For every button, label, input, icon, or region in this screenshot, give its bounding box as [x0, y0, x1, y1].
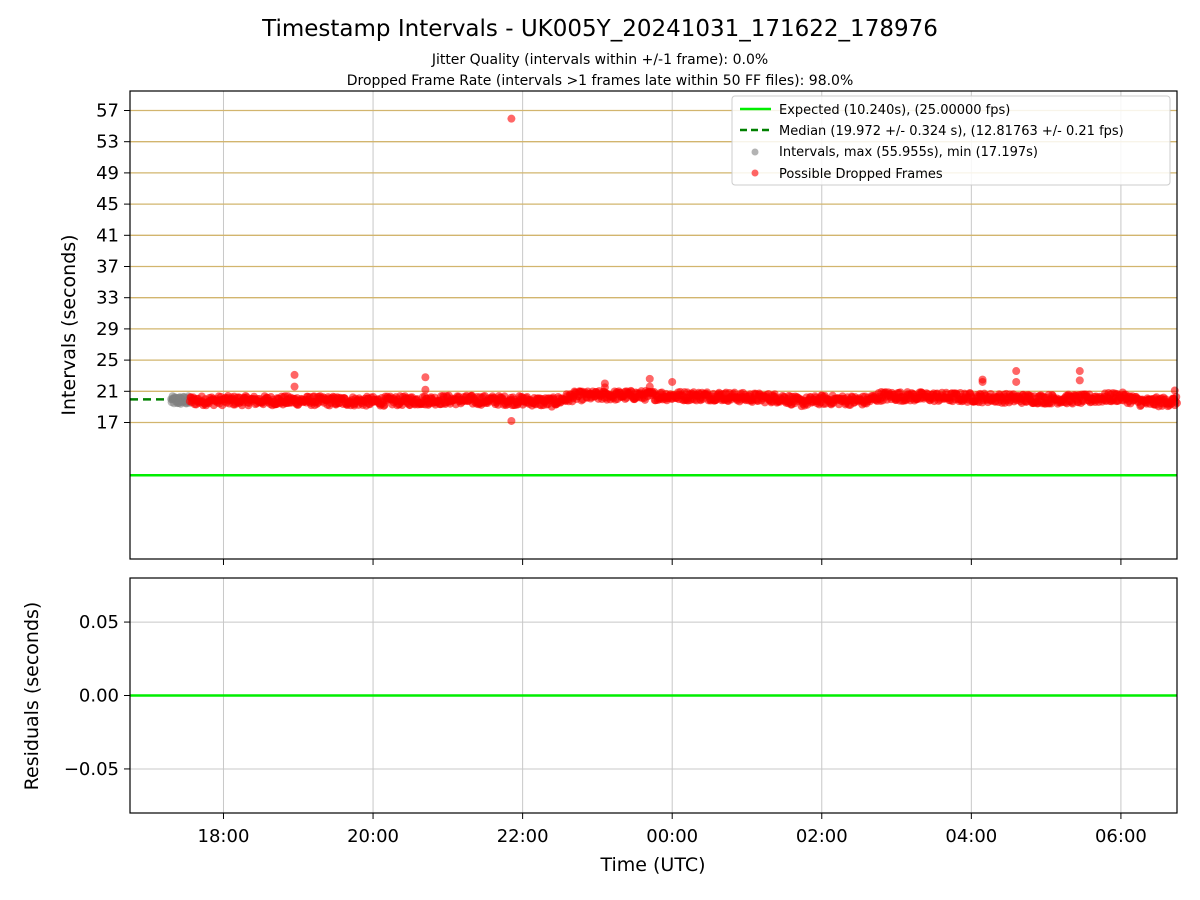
dropped-frame-outlier: [645, 382, 654, 391]
dropped-frame-outlier: [290, 382, 299, 391]
residuals-plot-panel: 18:00 20:00 22:00 00:00 02:00 04:00 06:00 0.05 0…: [21, 577, 1178, 876]
x-tick-label: 22:00: [497, 826, 549, 847]
dropped-frame-outlier: [1012, 377, 1021, 386]
dropped-frame-outlier: [978, 377, 987, 386]
dropped-frame-point: [1172, 392, 1181, 401]
y-tick-label: 17: [96, 413, 119, 434]
figure-subtitle-dropped: Dropped Frame Rate (intervals >1 frames …: [347, 73, 854, 89]
y-tick-label: 45: [96, 194, 119, 215]
x-axis-label: Time (UTC): [599, 854, 705, 876]
legend-median-label: Median (19.972 +/- 0.324 s), (12.81763 +…: [779, 124, 1124, 139]
chart-legend: Expected (10.240s), (25.00000 fps) Media…: [731, 95, 1171, 186]
dropped-frame-outlier: [507, 114, 516, 123]
y-tick-label: −0.05: [64, 759, 119, 780]
dropped-frame-outlier: [600, 383, 609, 392]
legend-intervals-marker: [751, 148, 759, 156]
y-tick-label: 57: [96, 101, 119, 122]
residuals-axis-ticks: 18:00 20:00 22:00 00:00 02:00 04:00 06:00 0.05 0…: [64, 612, 1147, 847]
dropped-frame-outlier: [1075, 367, 1084, 376]
x-tick-label: 06:00: [1095, 826, 1147, 847]
figure-title: Timestamp Intervals - UK005Y_20241031_17…: [261, 16, 938, 42]
y-tick-label: 21: [96, 381, 119, 402]
residuals-y-axis-label: Residuals (seconds): [21, 602, 43, 791]
legend-intervals-label: Intervals, max (55.955s), min (17.197s): [779, 145, 1038, 160]
dropped-frame-outlier: [421, 385, 430, 394]
figure-subtitle-jitter: Jitter Quality (intervals within +/-1 fr…: [431, 52, 768, 68]
x-tick-label: 18:00: [198, 826, 250, 847]
x-tick-label: 20:00: [347, 826, 399, 847]
x-tick-label: 00:00: [646, 826, 698, 847]
legend-expected-label: Expected (10.240s), (25.00000 fps): [779, 103, 1010, 118]
intervals-axis-ticks: 17 21 25 29 33 37 41 45 49 53 57: [96, 101, 1122, 565]
y-tick-label: 0.05: [79, 612, 119, 633]
y-tick-label: 37: [96, 257, 119, 278]
dropped-frame-outlier: [507, 416, 516, 425]
intervals-plot-panel: 17 21 25 29 33 37 41 45 49 53 57 Intervals (second…: [58, 90, 1181, 565]
dropped-frame-outlier: [290, 370, 299, 379]
y-tick-label: 0.00: [79, 686, 119, 707]
y-tick-label: 29: [96, 319, 119, 340]
dropped-frame-outlier: [668, 377, 677, 386]
dropped-frame-outlier: [645, 374, 654, 383]
y-tick-label: 49: [96, 163, 119, 184]
dropped-frame-outlier: [421, 373, 430, 382]
x-tick-label: 02:00: [796, 826, 848, 847]
y-tick-label: 41: [96, 225, 119, 246]
x-tick-label: 04:00: [945, 826, 997, 847]
intervals-plot-frame: [129, 90, 1178, 560]
legend-dropped-marker: [751, 169, 759, 177]
dropped-frame-outlier: [1075, 376, 1084, 385]
legend-box: [731, 95, 1171, 186]
intervals-y-axis-label: Intervals (seconds): [58, 234, 80, 415]
y-tick-label: 33: [96, 288, 119, 309]
y-tick-label: 25: [96, 350, 119, 371]
dropped-frame-outlier: [1012, 367, 1021, 376]
legend-dropped-label: Possible Dropped Frames: [779, 167, 943, 182]
y-tick-label: 53: [96, 132, 119, 153]
interval-points: [167, 114, 1181, 425]
